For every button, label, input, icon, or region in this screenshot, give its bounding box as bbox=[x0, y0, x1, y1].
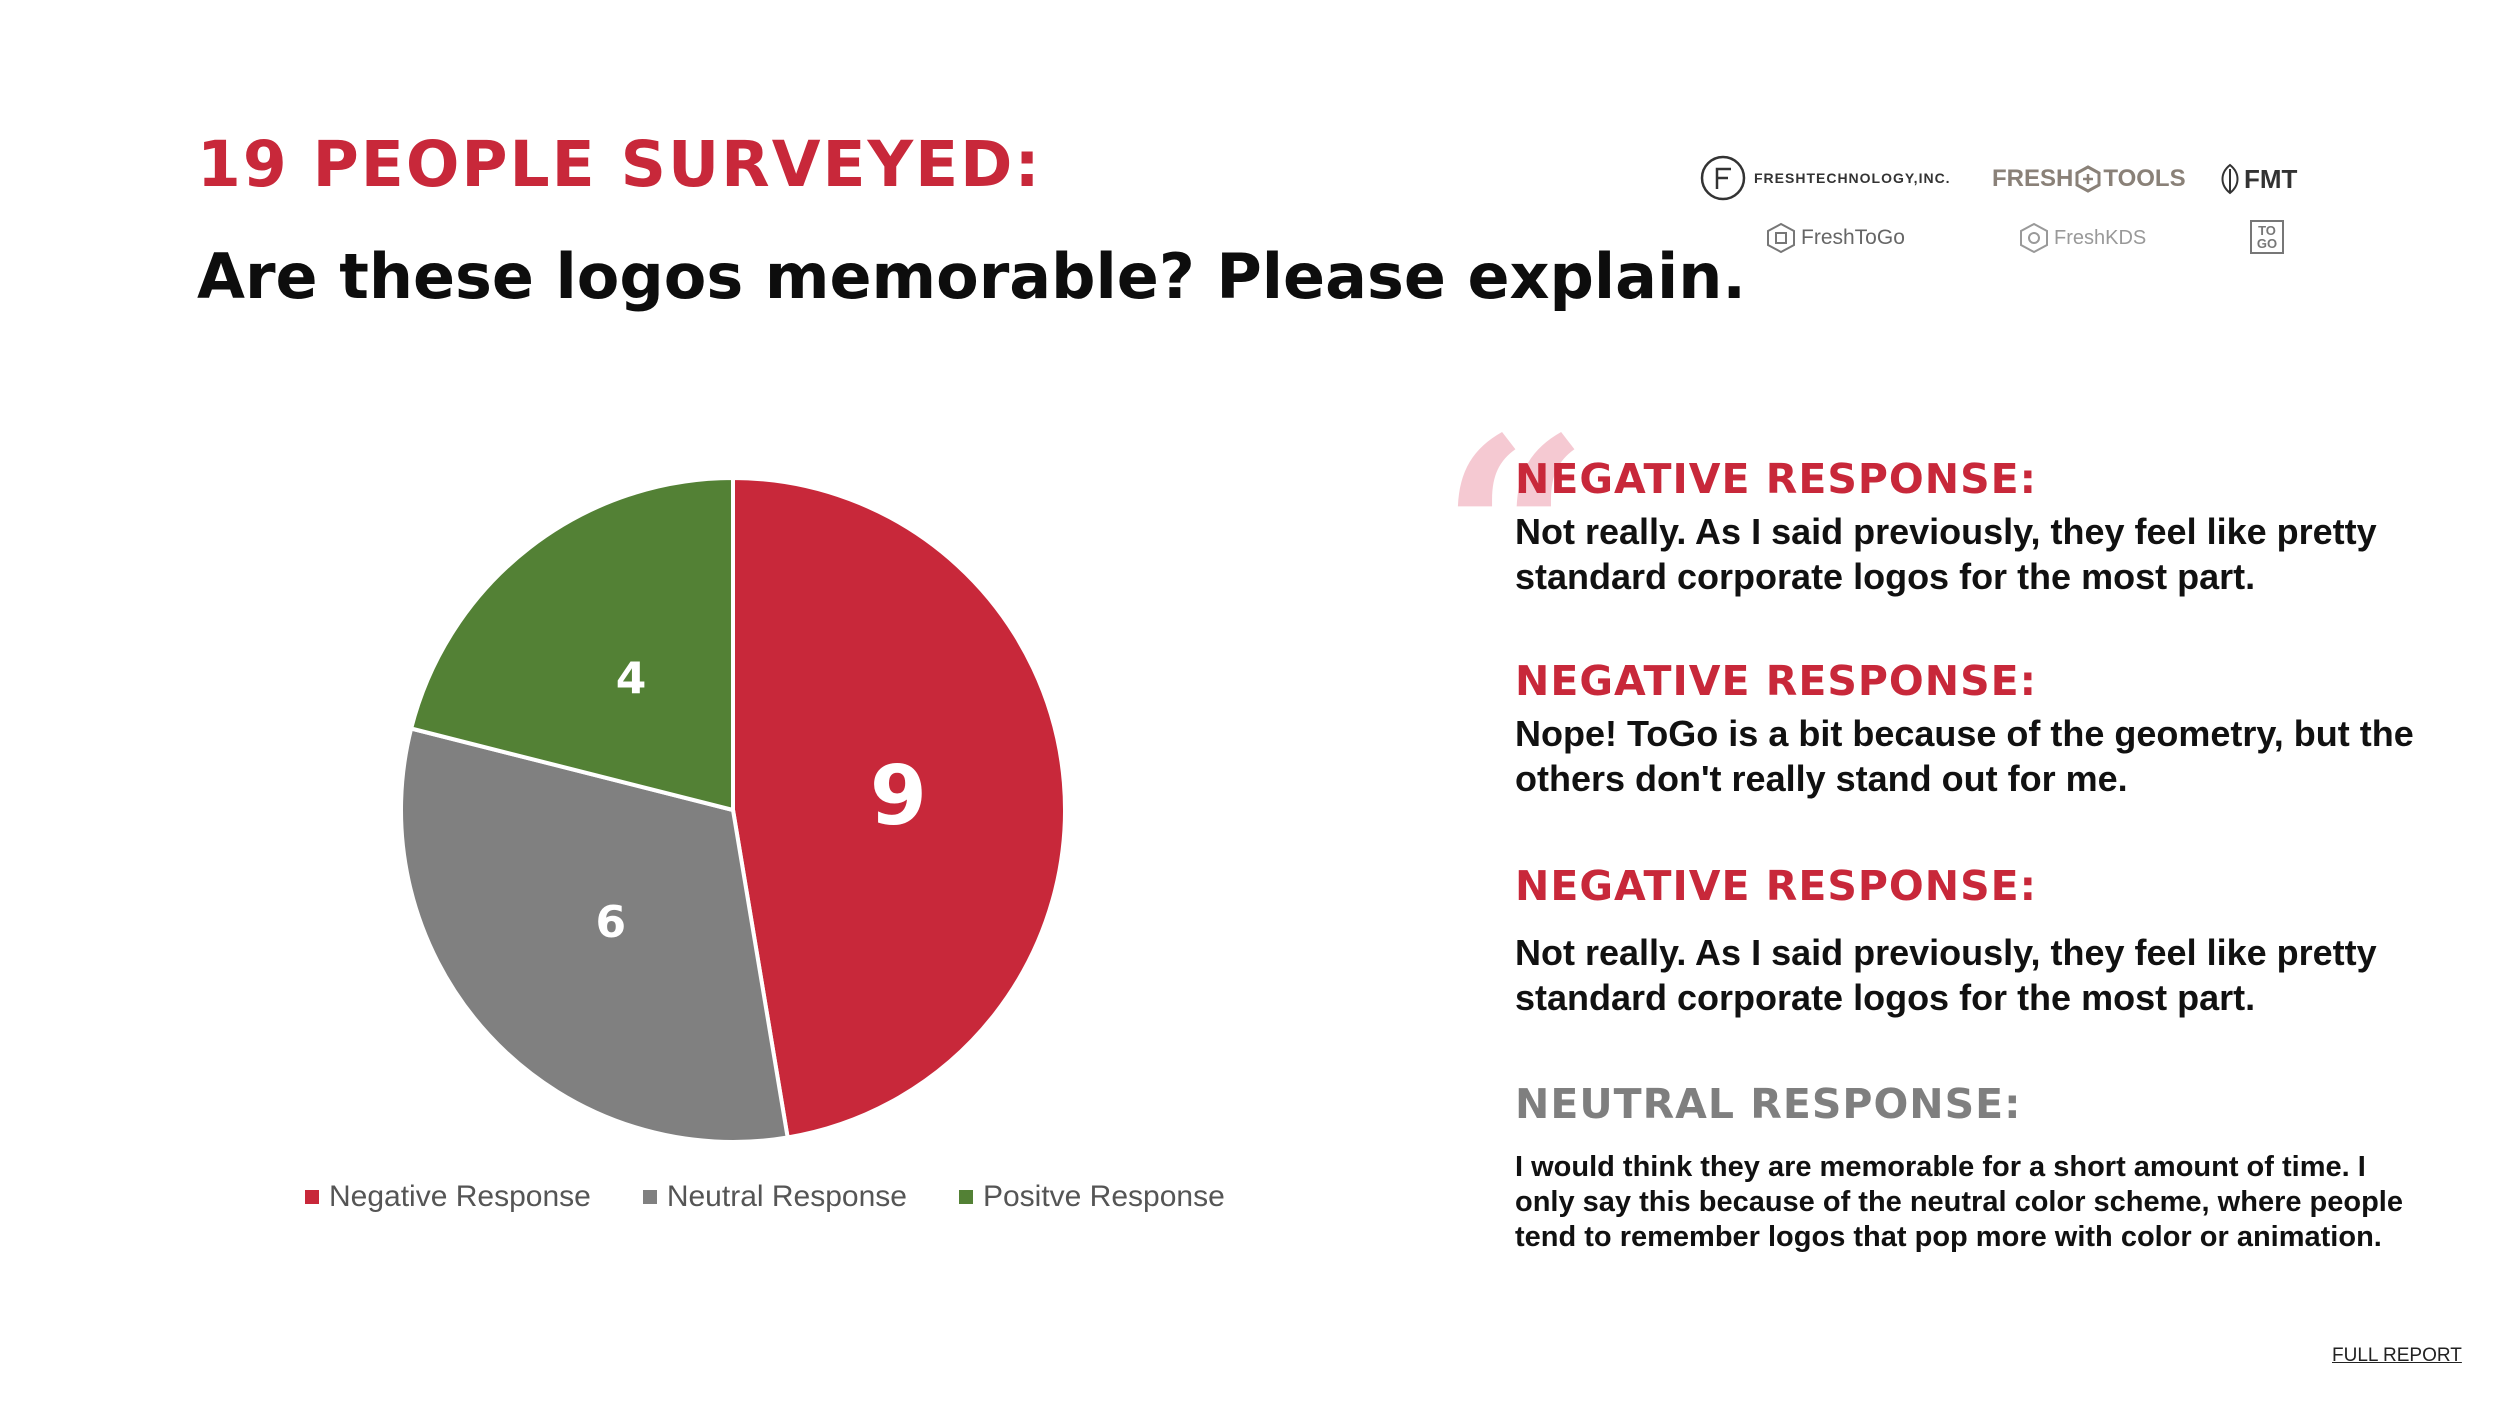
response-heading: NEGATIVE RESPONSE: bbox=[1515, 657, 2038, 705]
freshtools-logo-text: FRESH bbox=[1992, 165, 2074, 192]
freshtechnology-mark-icon bbox=[1700, 155, 1746, 201]
full-report-link[interactable]: FULL REPORT bbox=[2332, 1345, 2462, 1366]
freshtogo-mark-icon bbox=[1767, 222, 1795, 254]
pie-chart: 9 6 4 bbox=[399, 475, 1067, 1144]
legend-item-neutral: Neutral Response bbox=[642, 1180, 907, 1214]
freshkds-mark-icon bbox=[2020, 222, 2048, 254]
data-label-neutral: 6 bbox=[596, 897, 627, 948]
freshtools-logo-text-2: TOOLS bbox=[2103, 165, 2186, 192]
response-block-3: NEGATIVE RESPONSE: Not really. As I said… bbox=[1515, 862, 2415, 1020]
response-text: Not really. As I said previously, they f… bbox=[1515, 932, 2377, 1018]
pie-slice-positive bbox=[408, 475, 735, 813]
freshtechnology-logo-text: FRESHTECHNOLOGY,INC. bbox=[1754, 170, 1951, 186]
legend-item-negative: Negative Response bbox=[305, 1180, 591, 1214]
data-label-positive: 4 bbox=[616, 654, 647, 705]
togo-mark: TO GO bbox=[2250, 220, 2284, 254]
survey-question: Are these logos memorable? Please explai… bbox=[197, 240, 1746, 313]
response-text: Not really. As I said previously, they f… bbox=[1515, 511, 2377, 597]
response-heading: NEUTRAL RESPONSE: bbox=[1515, 1080, 2022, 1128]
legend-swatch-positive bbox=[958, 1190, 973, 1204]
data-label-negative: 9 bbox=[870, 749, 927, 844]
quote-mark-icon: “ bbox=[1440, 382, 1590, 687]
legend-label-neutral: Neutral Response bbox=[666, 1180, 907, 1213]
pie-data-labels: 9 6 4 bbox=[596, 654, 927, 948]
chart-legend: Negative Response Neutral Response Posit… bbox=[305, 1180, 1225, 1214]
page-title: 19 PEOPLE SURVEYED: bbox=[197, 128, 1042, 201]
legend-swatch-negative bbox=[305, 1190, 319, 1204]
leaf-icon bbox=[2221, 163, 2239, 195]
pie-slices bbox=[399, 475, 1067, 1144]
response-block-1: NEGATIVE RESPONSE: Not really. As I said… bbox=[1515, 455, 2415, 599]
response-heading: NEGATIVE RESPONSE: bbox=[1515, 455, 2038, 503]
response-block-4: NEUTRAL RESPONSE: I would think they are… bbox=[1515, 1080, 2415, 1255]
response-text: Nope! ToGo is a bit because of the geome… bbox=[1515, 713, 2414, 799]
pie-slice-neutral bbox=[399, 726, 790, 1144]
freshtechnology-logo: FRESHTECHNOLOGY,INC. bbox=[1700, 155, 1951, 201]
hexagon-icon bbox=[2075, 165, 2101, 193]
response-text: I would think they are memorable for a s… bbox=[1515, 1151, 2403, 1253]
fmt-logo-text: FMT bbox=[2244, 163, 2298, 194]
freshkds-logo-text: FreshKDS bbox=[2054, 226, 2147, 249]
freshtogo-logo: FreshToGo bbox=[1765, 222, 1905, 254]
response-block-2: NEGATIVE RESPONSE: Nope! ToGo is a bit b… bbox=[1515, 657, 2415, 801]
legend-item-positive: Positve Response bbox=[958, 1180, 1225, 1214]
pie-slice-negative bbox=[731, 475, 1067, 1140]
legend-label-negative: Negative Response bbox=[329, 1180, 591, 1213]
freshtools-logo: FRESH TOOLS bbox=[1992, 165, 2186, 193]
freshtogo-logo-text: FreshToGo bbox=[1801, 226, 1905, 249]
freshkds-logo: FreshKDS bbox=[2018, 222, 2146, 254]
legend-label-positive: Positve Response bbox=[982, 1180, 1225, 1213]
togo-logo-top: TO bbox=[2258, 223, 2276, 238]
togo-logo-bottom: GO bbox=[2256, 236, 2278, 251]
legend-swatch-neutral bbox=[642, 1190, 657, 1204]
logo-grid: FRESHTECHNOLOGY,INC. FRESH TOOLS FMT Fre… bbox=[1700, 155, 2320, 265]
response-heading: NEGATIVE RESPONSE: bbox=[1515, 862, 2038, 910]
togo-logo: TO GO bbox=[2250, 220, 2284, 254]
fmt-logo: FMT bbox=[2218, 163, 2297, 195]
